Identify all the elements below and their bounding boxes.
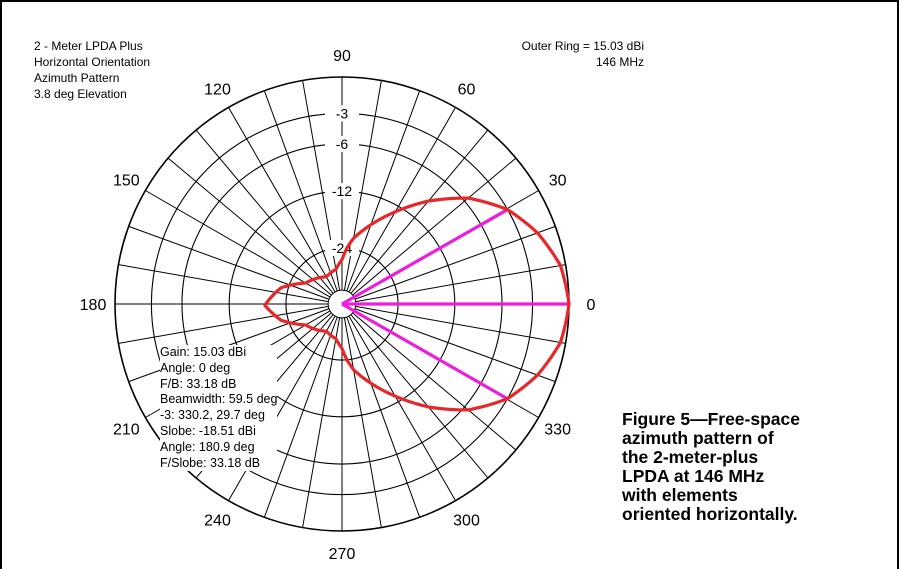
grid-spoke	[145, 190, 331, 298]
ring-label: -12	[332, 183, 352, 199]
grid-spoke	[263, 316, 338, 518]
angle-labels: 0 30 60 90 120 150 180 210 240 270 300 330	[80, 48, 596, 563]
stats-block: Gain: 15.03 dBi Angle: 0 deg F/B: 33.18 …	[160, 345, 278, 472]
ring-label-bg	[325, 183, 359, 200]
figure-caption: Figure 5—Free-space azimuth pattern of t…	[622, 410, 800, 524]
caption-line: LPDA at 146 MHz	[622, 466, 765, 486]
grid-spoke	[352, 312, 517, 451]
grid-spoke	[352, 157, 517, 296]
stat-line: F/B: 33.18 dB	[160, 376, 237, 391]
angle-label: 90	[333, 48, 351, 65]
grid-spoke	[228, 107, 336, 293]
caption-line: with elements	[622, 485, 738, 505]
grid-spoke	[302, 317, 341, 528]
angle-label: 0	[587, 297, 596, 314]
grid-spoke	[355, 305, 566, 344]
grid-spoke	[118, 264, 329, 303]
stat-line: Angle: 0 deg	[160, 360, 231, 375]
grid-spoke	[263, 90, 338, 292]
grid-spoke	[346, 316, 421, 518]
grid-spoke	[118, 305, 329, 344]
stat-line: Beamwidth: 59.5 deg	[160, 392, 278, 407]
grid-spoke	[128, 225, 330, 300]
beam-line	[341, 208, 509, 306]
stat-line: Gain: 15.03 dBi	[160, 345, 247, 359]
angle-label: 30	[549, 173, 567, 190]
frequency-line: 146 MHz	[595, 55, 644, 69]
beam-lines	[341, 208, 569, 401]
caption-line: azimuth pattern of	[622, 428, 774, 448]
pattern-line	[263, 196, 571, 412]
angle-label: 270	[329, 546, 356, 563]
caption-line: Figure 5—Free-space	[622, 409, 800, 429]
grid-spoke	[167, 157, 332, 296]
stat-line: Slobe: -18.51 dBi	[160, 423, 256, 438]
angle-label: 150	[113, 173, 140, 190]
pattern-trace	[263, 196, 571, 412]
angle-label: 60	[458, 81, 476, 98]
grid-spoke	[195, 129, 334, 294]
ring-label: -6	[336, 136, 349, 152]
grid-spoke	[348, 315, 456, 501]
angle-label: 210	[113, 422, 140, 439]
grid-spoke	[346, 90, 421, 292]
grid-spoke	[350, 129, 489, 294]
title-line: 2 - Meter LPDA Plus	[34, 39, 143, 53]
grid-spoke	[350, 314, 489, 479]
ring-label-bg	[325, 135, 359, 152]
caption-line: the 2-meter-plus	[622, 447, 759, 467]
stat-line: -3: 330.2, 29.7 deg	[160, 408, 265, 423]
outer-ring-line: Outer Ring = 15.03 dBi	[521, 39, 644, 53]
beam-line	[341, 302, 509, 401]
angle-label: 180	[80, 297, 107, 314]
title-line: 3.8 deg Elevation	[34, 87, 127, 101]
stat-line: F/Slobe: 33.18 dB	[160, 455, 261, 470]
grid-spoke	[354, 225, 556, 300]
angle-label: 240	[204, 513, 231, 530]
grid-spoke	[354, 308, 556, 383]
grid-spoke	[343, 317, 382, 528]
caption-line: oriented horizontally.	[622, 504, 798, 524]
title-line: Horizontal Orientation	[34, 55, 151, 69]
ring-label: -3	[336, 105, 349, 121]
outer-ring-block: Outer Ring = 15.03 dBi 146 MHz	[522, 38, 644, 70]
ring-label: -24	[332, 240, 352, 256]
ring-labels: -3 -6 -12 -24	[325, 105, 359, 256]
angle-label: 300	[453, 513, 480, 530]
grid-spoke	[355, 264, 566, 303]
title-line: Azimuth Pattern	[34, 71, 120, 85]
angle-label: 120	[204, 81, 231, 98]
ring-label-bg	[325, 105, 359, 122]
chart-title-block: 2 - Meter LPDA Plus Horizontal Orientati…	[34, 38, 150, 102]
angle-label: 330	[544, 422, 571, 439]
grid-spoke	[348, 107, 456, 293]
stat-line: Angle: 180.9 deg	[160, 439, 255, 454]
